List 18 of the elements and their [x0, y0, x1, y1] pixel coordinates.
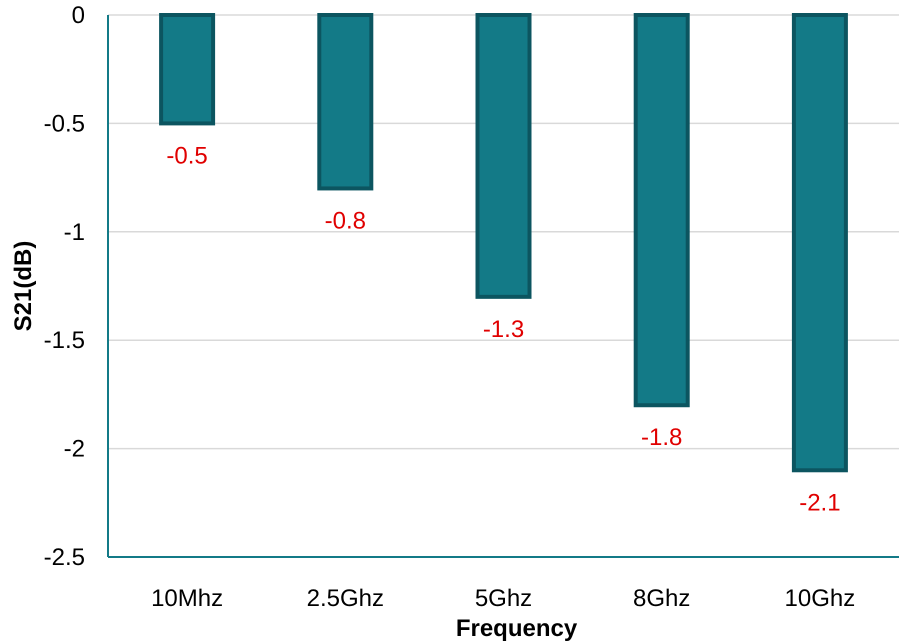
y-tick-label: -2: [64, 436, 85, 463]
y-tick-label: -2.5: [44, 544, 85, 571]
x-tick-label: 10Ghz: [784, 585, 856, 612]
x-tick-label: 10Mhz: [151, 585, 224, 612]
data-label: -1.8: [641, 424, 682, 452]
y-tick-label: -1: [64, 218, 85, 246]
data-label: -1.3: [482, 316, 524, 343]
y-axis-title: S21(dB): [10, 240, 37, 332]
data-label: -0.5: [166, 142, 208, 170]
x-tick-label: 2.5Ghz: [306, 585, 384, 612]
y-tick-label: 0: [72, 2, 85, 29]
x-tick-label: 5Ghz: [474, 585, 532, 612]
x-tick-label: 8Ghz: [633, 585, 690, 612]
data-label: -2.1: [799, 489, 841, 516]
y-tick-label: -1.5: [44, 327, 85, 354]
data-label: -0.8: [324, 207, 366, 234]
y-tick-label: -0.5: [44, 110, 85, 138]
x-axis-title: Frequency: [456, 615, 578, 642]
